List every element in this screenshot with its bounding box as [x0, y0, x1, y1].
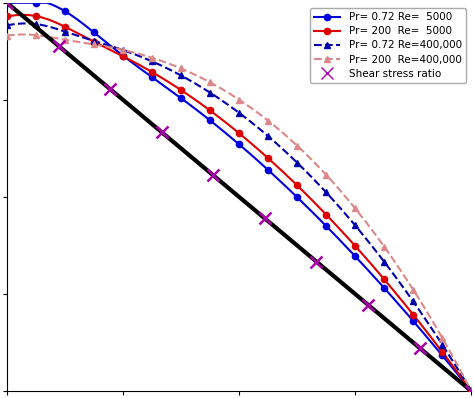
- Legend: Pr= 0.72 Re=  5000, Pr= 200  Re=  5000, Pr= 0.72 Re=400,000, Pr= 200  Re=400,000: Pr= 0.72 Re= 5000, Pr= 200 Re= 5000, Pr=…: [310, 8, 466, 83]
